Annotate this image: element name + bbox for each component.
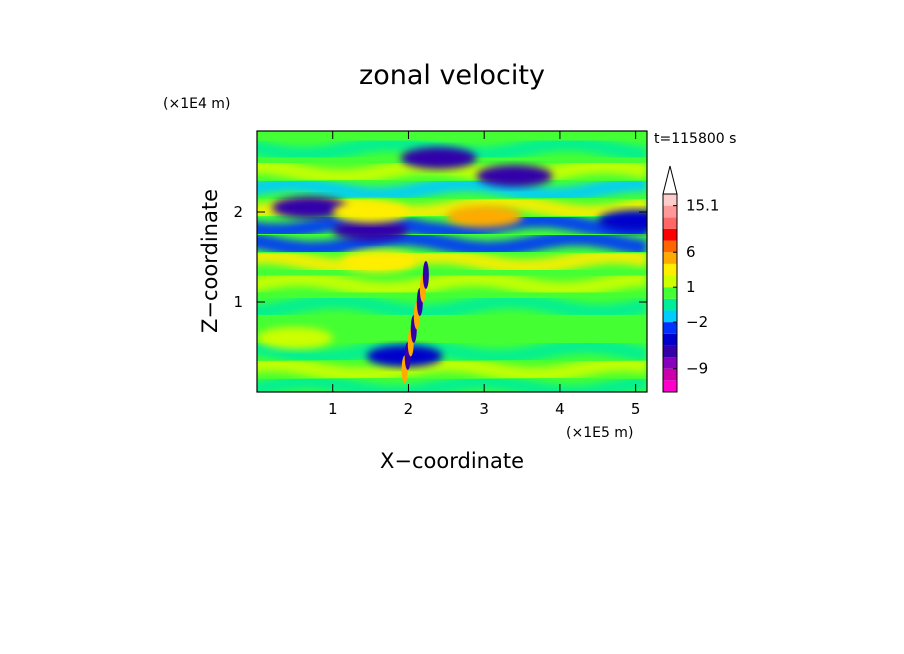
- y-tick-label: 1: [233, 293, 243, 311]
- colorbar-tick-label: −9: [686, 360, 708, 378]
- x-tick-label: 5: [631, 400, 641, 418]
- y-axis: 12: [233, 203, 647, 311]
- contour-band: [257, 211, 647, 240]
- colorbar-tick-label: −2: [686, 313, 708, 331]
- colorbar-segment: [663, 228, 677, 241]
- colorbar-segment: [663, 310, 677, 323]
- contour-band: [257, 175, 647, 204]
- x-tick-label: 3: [479, 400, 489, 418]
- colorbar-segment: [663, 263, 677, 276]
- colorbar-segment: [663, 333, 677, 346]
- colorbar-tick-label: 1: [686, 278, 696, 296]
- colorbar-arrow: [662, 165, 678, 195]
- colorbar-segment: [663, 357, 677, 369]
- contour-feature: [332, 201, 409, 223]
- colorbar-segment: [663, 217, 677, 229]
- colorbar-tick-label: 15.1: [686, 197, 719, 215]
- colorbar-segment: [663, 252, 677, 264]
- x-axis: 1 2 3 4 5: [328, 131, 640, 418]
- contour-feature: [476, 165, 553, 187]
- contour-feature: [272, 196, 349, 219]
- x-axis-label: X−coordinate: [380, 449, 524, 473]
- contour-band: [257, 355, 647, 384]
- contour-feature: [257, 327, 333, 349]
- colorbar-segment: [663, 298, 677, 311]
- contour-band: [257, 292, 647, 321]
- contour-band: [257, 337, 647, 366]
- colorbar-segment: [663, 380, 677, 392]
- colorbar: 15.1 6 1 −2 −9: [662, 165, 719, 393]
- contour-feature: [446, 205, 523, 228]
- colorbar-segment: [663, 322, 677, 334]
- contour-field: [257, 134, 647, 392]
- colorbar-segment: [663, 194, 677, 206]
- contour-feature: [400, 147, 477, 169]
- colorbar-segment: [663, 240, 677, 253]
- plot-frame: [256, 130, 648, 393]
- colorbar-frame: [662, 193, 678, 393]
- colorbar-segment: [663, 275, 677, 288]
- x-scale-label: (×1E5 m): [566, 425, 633, 441]
- contour-feature: [332, 219, 409, 241]
- x-tick-label: 2: [404, 400, 414, 418]
- colorbar-segment: [663, 287, 677, 299]
- colorbar-tick-label: 6: [686, 243, 696, 261]
- contour-band: [257, 373, 647, 392]
- wave-streak: [422, 261, 429, 289]
- time-label: t=115800 s: [654, 131, 736, 147]
- y-scale-label: (×1E4 m): [163, 96, 230, 112]
- contour-feature: [340, 250, 417, 273]
- x-tick-label: 1: [328, 400, 338, 418]
- colorbar-segment: [663, 368, 677, 381]
- colorbar-segment: [663, 345, 677, 358]
- x-tick-label: 4: [555, 400, 565, 418]
- contour-band: [257, 270, 647, 299]
- contour-band: [257, 229, 647, 258]
- colorbar-segment: [663, 205, 677, 218]
- y-tick-label: 2: [233, 203, 243, 221]
- y-axis-label: Z−coordinate: [198, 189, 222, 333]
- contour-band: [257, 247, 647, 276]
- chart-title: zonal velocity: [359, 60, 545, 91]
- contour-feature: [597, 210, 647, 232]
